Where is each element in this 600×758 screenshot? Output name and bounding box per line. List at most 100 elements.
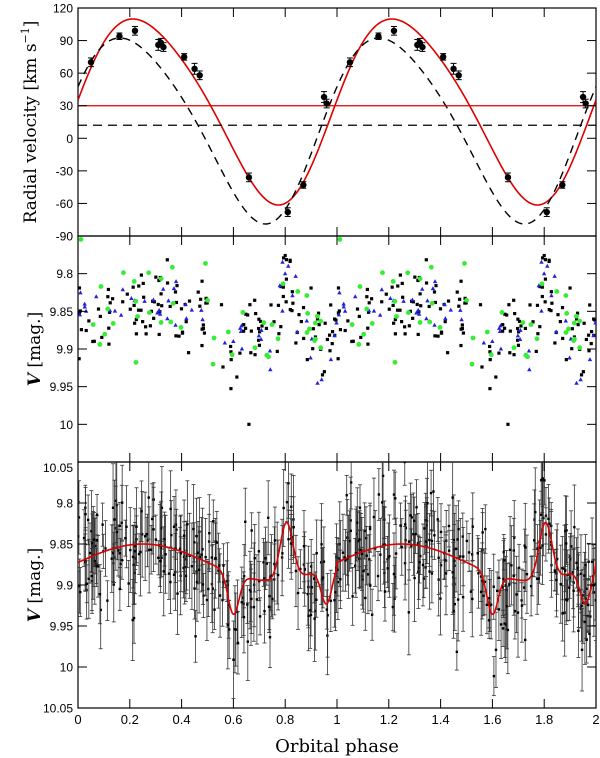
phot-square xyxy=(427,304,431,309)
obs-point xyxy=(506,628,510,632)
obs-point xyxy=(178,548,182,551)
obs-point xyxy=(210,556,214,559)
obs-point xyxy=(354,551,358,555)
phot-square xyxy=(325,337,329,342)
obs-point xyxy=(271,597,274,601)
phot-square xyxy=(336,311,341,315)
obs-point xyxy=(410,544,413,547)
obs-point xyxy=(387,556,390,559)
phot-triangle xyxy=(83,308,89,313)
phot-square xyxy=(333,317,337,321)
phot-circle xyxy=(390,278,396,284)
obs-point xyxy=(388,554,391,558)
obs-point xyxy=(131,555,135,559)
phot-circle xyxy=(554,289,560,294)
obs-point xyxy=(369,584,372,587)
phot-square xyxy=(459,279,463,283)
phot-square xyxy=(337,309,341,313)
phot-square xyxy=(284,300,288,304)
obs-point xyxy=(561,567,564,570)
obs-point xyxy=(135,525,138,528)
rv-point xyxy=(87,59,95,66)
phot-square xyxy=(556,313,560,317)
phot-circle xyxy=(264,352,270,358)
phot-triangle xyxy=(526,348,532,353)
phot-triangle xyxy=(199,307,204,312)
phot-square xyxy=(586,333,591,337)
obs-point xyxy=(392,493,396,496)
phot-square xyxy=(589,330,594,334)
obs-point xyxy=(255,598,259,601)
obs-point xyxy=(453,602,456,606)
phot-triangle xyxy=(336,312,342,317)
phot-circle xyxy=(406,310,411,316)
obs-point xyxy=(572,589,575,592)
phot-circle xyxy=(225,329,231,335)
phot-square xyxy=(433,300,438,305)
phot-triangle xyxy=(319,377,324,382)
obs-point xyxy=(419,554,422,558)
phot-triangle xyxy=(239,346,245,351)
obs-point xyxy=(504,584,507,587)
obs-point xyxy=(381,474,385,478)
phot-triangle xyxy=(171,286,177,291)
obs-point xyxy=(501,627,505,630)
obs-point xyxy=(257,550,261,553)
phot-square xyxy=(330,330,335,334)
obs-point xyxy=(377,493,381,496)
obs-point xyxy=(547,517,550,520)
phot-square xyxy=(322,370,326,374)
obs-point xyxy=(258,615,262,618)
obs-point xyxy=(194,635,197,638)
obs-point xyxy=(432,490,435,493)
obs-point xyxy=(457,527,460,531)
obs-point xyxy=(303,568,307,571)
obs-point xyxy=(391,605,395,609)
phot-square xyxy=(581,370,585,374)
phot-triangle xyxy=(157,311,163,316)
obs-point xyxy=(589,615,592,618)
xtick-label: 0 xyxy=(74,712,81,727)
obs-point xyxy=(319,561,323,564)
middle-panel-frame xyxy=(77,235,597,463)
obs-point xyxy=(127,582,130,585)
phot-square xyxy=(457,304,461,308)
obs-point xyxy=(580,648,584,652)
phot-triangle xyxy=(353,294,358,299)
obs-point xyxy=(147,496,150,499)
phot-square xyxy=(84,328,88,333)
rv-point xyxy=(450,65,457,73)
obs-point xyxy=(87,577,91,580)
obs-point xyxy=(310,586,314,589)
top-panel xyxy=(78,18,596,225)
obs-point xyxy=(273,539,277,542)
phot-triangle xyxy=(173,322,178,327)
obs-point xyxy=(306,592,310,596)
obs-point xyxy=(483,580,487,584)
phot-triangle xyxy=(142,298,147,303)
phot-triangle xyxy=(591,333,596,338)
phot-triangle xyxy=(280,308,285,313)
phot-square xyxy=(338,328,343,332)
phot-square xyxy=(288,308,292,312)
obs-point xyxy=(366,573,370,576)
phot-circle xyxy=(417,320,423,325)
phot-square xyxy=(549,308,553,313)
obs-point xyxy=(250,529,253,532)
phot-square xyxy=(568,286,572,290)
phot-triangle xyxy=(549,293,554,298)
phot-square xyxy=(438,307,443,311)
obs-point xyxy=(314,609,317,613)
phot-square xyxy=(323,321,327,325)
obs-point xyxy=(292,526,295,529)
phot-square xyxy=(488,350,492,354)
phot-triangle xyxy=(231,338,236,343)
obs-point xyxy=(152,528,155,531)
obs-point xyxy=(481,579,484,583)
obs-point xyxy=(217,569,220,572)
phot-square xyxy=(366,310,371,314)
obs-point xyxy=(296,591,300,595)
phot-square xyxy=(175,284,179,288)
phot-triangle xyxy=(432,279,438,284)
phot-square xyxy=(291,301,295,305)
